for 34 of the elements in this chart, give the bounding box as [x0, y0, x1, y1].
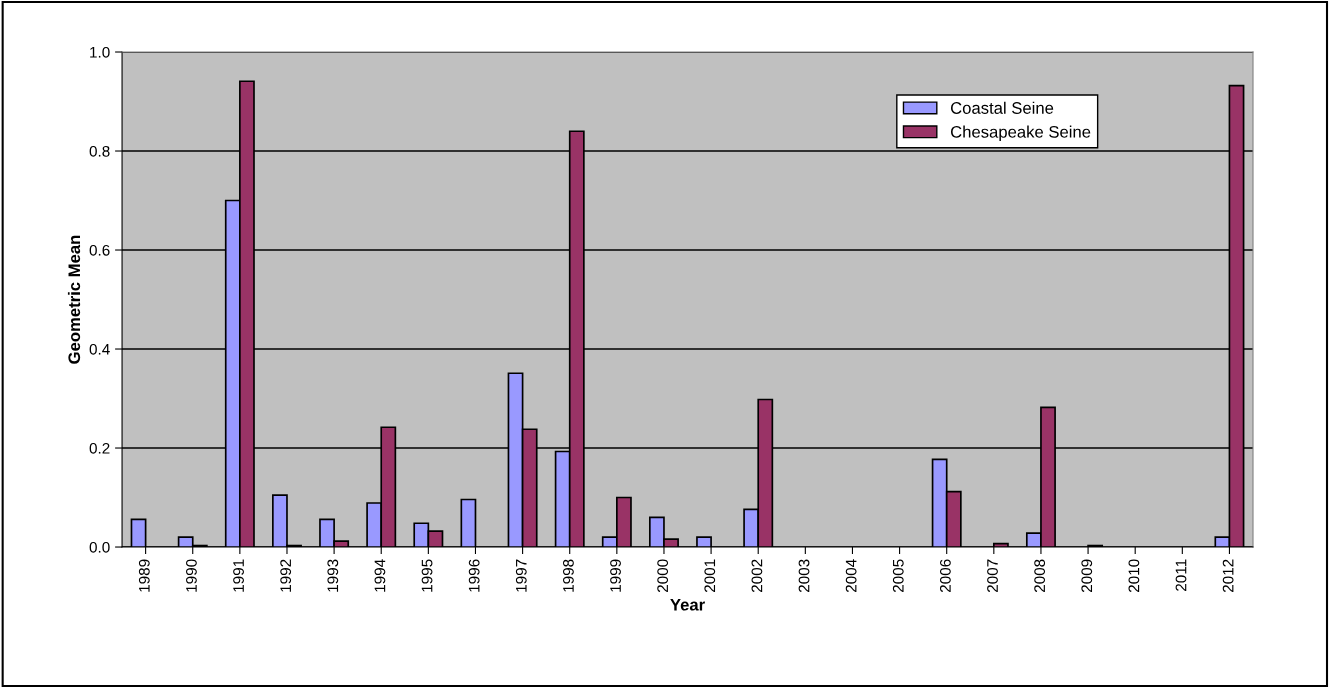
x-tick-label: 2008: [1034, 559, 1046, 593]
y-tick-label: 0.0: [89, 541, 110, 553]
x-tick-label: 2011: [1175, 559, 1187, 591]
x-tick-label: 1998: [563, 559, 574, 592]
y-tick-label: 0.6: [89, 244, 110, 256]
x-tick-label: 2005: [892, 559, 904, 593]
x-tick-label: 2000: [657, 559, 669, 593]
y-axis-title: Geometric Mean: [67, 235, 81, 364]
x-tick-label: 2010: [1128, 559, 1140, 593]
x-tick-label: 2006: [939, 559, 951, 593]
x-tick-label: 2002: [751, 559, 763, 593]
x-tick-label: 1992: [280, 559, 292, 592]
x-tick-label: 2009: [1081, 559, 1093, 593]
x-axis-title: Year: [670, 598, 705, 611]
x-tick-label: 1995: [421, 559, 433, 592]
x-tick-label: 1997: [515, 559, 527, 592]
x-tick-label: 1994: [374, 559, 386, 592]
y-tick-label: 1.0: [90, 46, 110, 58]
x-tick-label: 1990: [186, 559, 197, 592]
x-tick-label: 1996: [468, 559, 480, 592]
x-tick-label: 1991: [233, 559, 244, 592]
x-tick-label: 1993: [327, 559, 339, 592]
legend-label: Chesapeake Seine: [950, 125, 1091, 142]
x-tick-label: 2007: [987, 559, 998, 593]
x-tick-label: 1999: [610, 559, 621, 592]
x-tick-label: 2004: [845, 559, 857, 593]
y-tick-label: 0.2: [89, 442, 110, 454]
x-tick-label: 2003: [798, 559, 810, 593]
x-tick-label: 2012: [1222, 559, 1234, 593]
x-tick-label: 2001: [704, 559, 716, 593]
legend-label: Coastal Seine: [950, 101, 1054, 114]
x-tick-label: 1989: [138, 559, 150, 592]
y-tick-label: 0.8: [89, 145, 110, 157]
y-tick-label: 0.4: [89, 343, 110, 355]
